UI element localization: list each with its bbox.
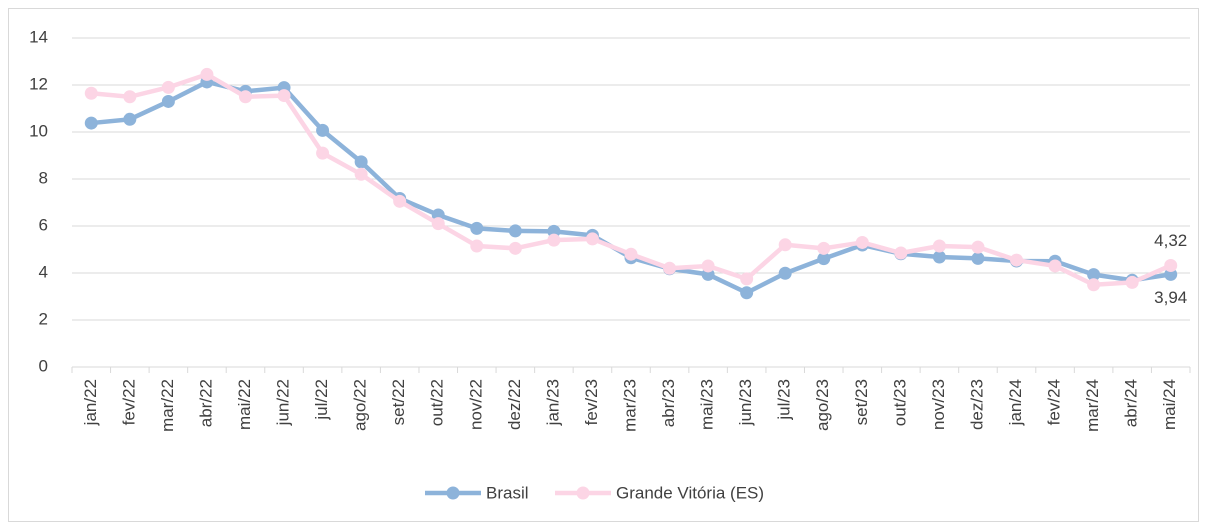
y-tick-label: 12 <box>29 74 48 93</box>
x-tick-label: mar/24 <box>1083 379 1102 432</box>
data-point <box>84 116 98 130</box>
x-tick-label: jan/23 <box>543 379 562 426</box>
x-tick-label: dez/22 <box>505 379 524 430</box>
data-point <box>470 239 484 253</box>
x-tick-label: fev/23 <box>582 379 601 425</box>
data-point <box>316 123 330 137</box>
legend-marker <box>446 486 460 500</box>
x-tick-label: abr/23 <box>659 379 678 427</box>
data-point <box>277 89 291 103</box>
data-point <box>778 238 792 252</box>
data-point <box>470 221 484 235</box>
data-point <box>123 112 137 126</box>
x-tick-label: jul/23 <box>775 379 794 421</box>
x-tick-label: out/23 <box>890 379 909 426</box>
y-tick-label: 8 <box>39 168 48 187</box>
data-point <box>123 90 137 104</box>
x-tick-label: mai/24 <box>1160 379 1179 430</box>
x-tick-label: ago/22 <box>351 379 370 431</box>
data-point <box>1087 278 1101 292</box>
data-point <box>894 246 908 260</box>
data-point <box>1164 267 1178 281</box>
data-label: 3,94 <box>1154 288 1187 307</box>
x-tick-label: set/22 <box>389 379 408 425</box>
y-tick-label: 4 <box>39 262 48 281</box>
data-point <box>354 155 368 169</box>
data-point <box>84 86 98 100</box>
data-point <box>855 235 869 249</box>
x-tick-label: out/22 <box>428 379 447 426</box>
x-tick-label: jan/22 <box>81 379 100 426</box>
data-point <box>393 194 407 208</box>
x-tick-label: fev/22 <box>119 379 138 425</box>
y-tick-label: 14 <box>29 27 48 46</box>
x-tick-label: mar/22 <box>158 379 177 432</box>
data-point <box>740 272 754 286</box>
data-point <box>354 167 368 181</box>
x-tick-label: fev/24 <box>1045 379 1064 425</box>
data-point <box>1010 253 1024 267</box>
data-point <box>547 233 561 247</box>
x-tick-label: set/23 <box>852 379 871 425</box>
data-point <box>508 241 522 255</box>
data-point <box>316 146 330 160</box>
x-tick-label: nov/22 <box>466 379 485 430</box>
x-tick-label: nov/23 <box>929 379 948 430</box>
data-point <box>624 247 638 261</box>
y-tick-label: 6 <box>39 215 48 234</box>
y-tick-label: 0 <box>39 356 48 375</box>
data-point <box>1164 258 1178 272</box>
data-point <box>238 90 252 104</box>
data-point <box>431 217 445 231</box>
data-point <box>817 241 831 255</box>
data-label: 4,32 <box>1154 231 1187 250</box>
x-tick-label: mai/22 <box>235 379 254 430</box>
data-point <box>1125 275 1139 289</box>
x-tick-label: ago/23 <box>813 379 832 431</box>
data-point <box>817 252 831 266</box>
data-point <box>663 261 677 275</box>
x-tick-label: jun/22 <box>274 379 293 426</box>
data-point <box>161 80 175 94</box>
data-point <box>932 250 946 264</box>
data-point <box>778 266 792 280</box>
data-point <box>971 240 985 254</box>
legend-marker <box>576 486 590 500</box>
x-tick-label: mar/23 <box>620 379 639 432</box>
y-tick-label: 2 <box>39 309 48 328</box>
legend-label: Grande Vitória (ES) <box>616 483 764 502</box>
y-tick-label: 10 <box>29 121 48 140</box>
x-tick-label: jul/22 <box>312 379 331 421</box>
data-point <box>1087 268 1101 282</box>
data-point <box>1048 259 1062 273</box>
data-point <box>200 67 214 81</box>
data-point <box>971 251 985 265</box>
data-point <box>508 224 522 238</box>
data-point <box>932 239 946 253</box>
chart-border <box>8 8 1199 522</box>
x-tick-label: jan/24 <box>1006 379 1025 426</box>
data-point <box>701 259 715 273</box>
x-tick-label: mai/23 <box>698 379 717 430</box>
data-point <box>161 94 175 108</box>
data-point <box>740 286 754 300</box>
data-point <box>585 232 599 246</box>
legend-label: Brasil <box>486 483 529 502</box>
x-tick-label: dez/23 <box>967 379 986 430</box>
x-tick-label: abr/22 <box>196 379 215 427</box>
x-tick-label: jun/23 <box>736 379 755 426</box>
x-tick-label: abr/24 <box>1122 379 1141 427</box>
